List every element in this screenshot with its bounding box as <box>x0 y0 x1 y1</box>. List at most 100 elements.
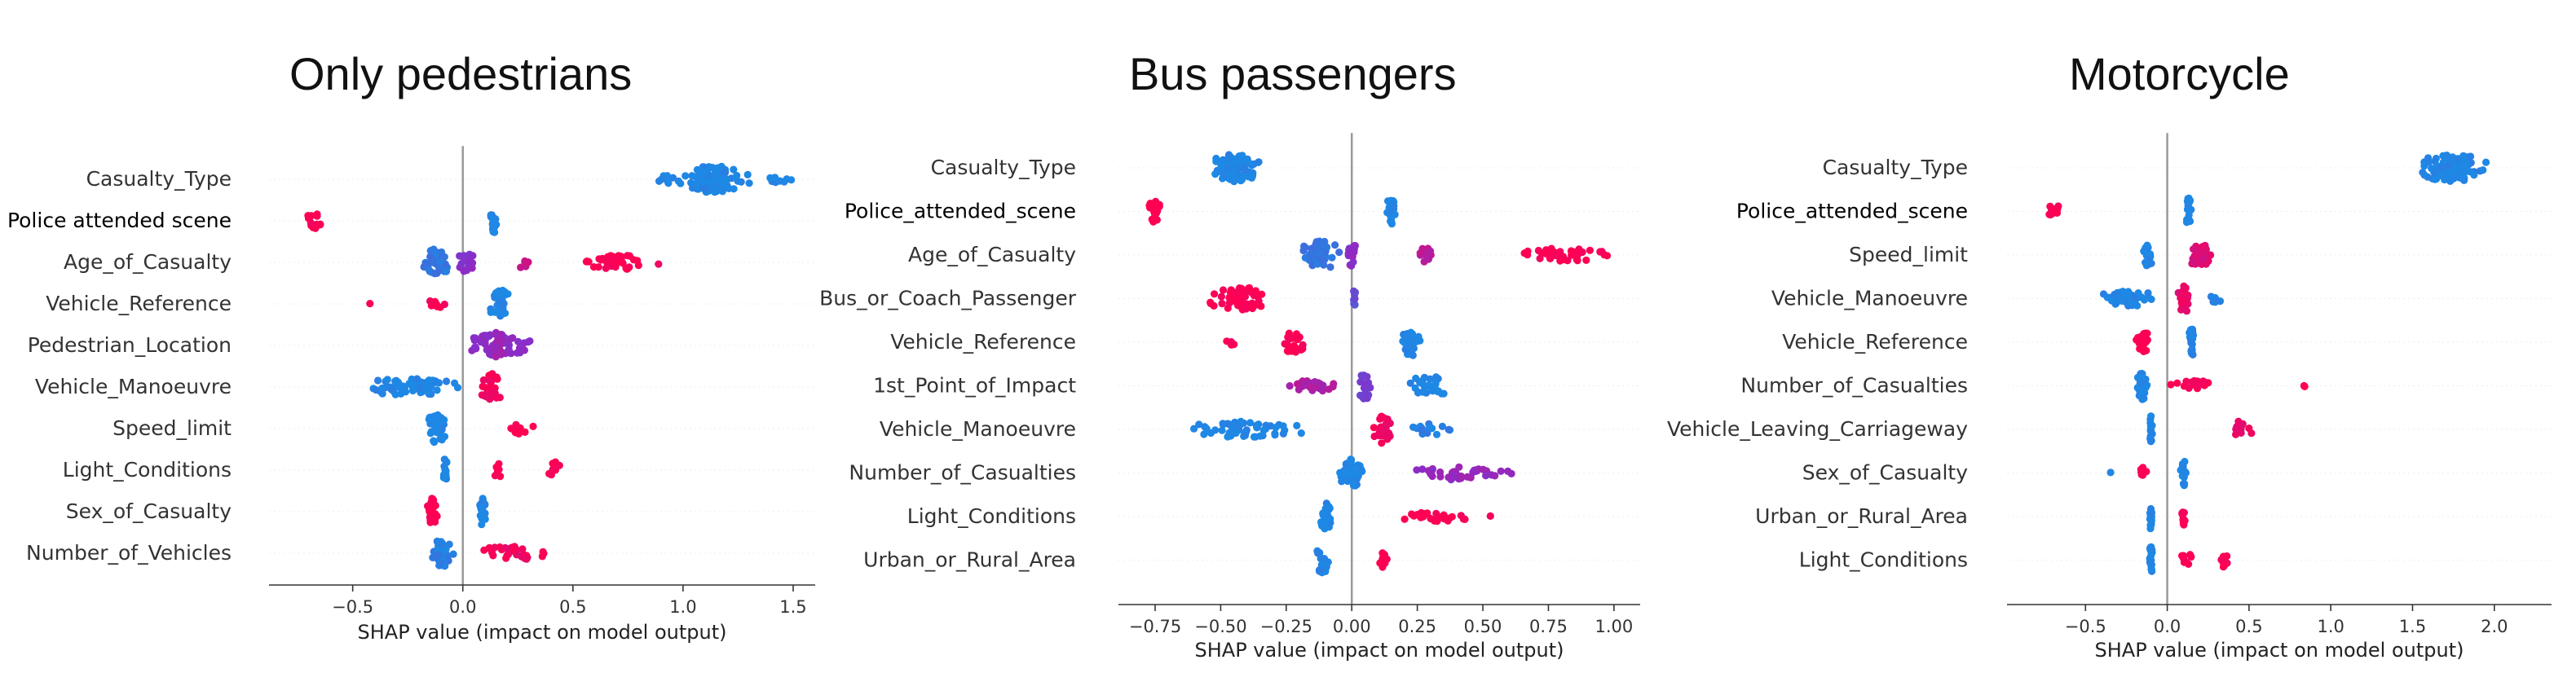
shap-point <box>435 257 443 266</box>
shap-point <box>1319 509 1327 517</box>
shap-point <box>2143 329 2151 337</box>
x-tick-label: 0.75 <box>1529 617 1568 636</box>
shap-point <box>657 175 666 183</box>
shap-point <box>2147 510 2155 518</box>
shap-point <box>1422 509 1430 518</box>
shap-point <box>1459 515 1467 523</box>
shap-point <box>1486 512 1494 521</box>
shap-point <box>1233 298 1241 306</box>
shap-point <box>2142 384 2150 392</box>
shap-point <box>2466 168 2474 176</box>
x-tick-label: −0.25 <box>1260 617 1312 636</box>
shap-point <box>1390 201 1398 209</box>
x-tick-label: 0.0 <box>2154 617 2181 636</box>
shap-point <box>2136 379 2144 387</box>
shap-point <box>2217 556 2225 564</box>
shap-point <box>479 504 487 512</box>
shap-point <box>1218 426 1226 434</box>
shap-point <box>1242 157 1251 165</box>
shap-point <box>394 378 403 386</box>
shap-point <box>1319 381 1327 389</box>
shap-point <box>1242 166 1250 174</box>
shap-point <box>1295 385 1303 394</box>
shap-point <box>445 540 453 548</box>
shap-point <box>1190 424 1198 433</box>
shap-point <box>442 267 451 275</box>
shap-point <box>2179 290 2187 298</box>
shap-point <box>1426 247 1435 255</box>
shap-point <box>482 332 491 340</box>
shap-point <box>366 300 374 308</box>
shap-point <box>498 310 507 318</box>
shap-point <box>1482 472 1490 480</box>
shap-point <box>1315 238 1323 247</box>
shap-point <box>1319 257 1327 265</box>
shap-point <box>1217 293 1225 301</box>
feature-dots <box>420 245 663 278</box>
feature-dots <box>2140 241 2215 270</box>
shap-point <box>1155 200 1163 209</box>
feature-label: Sex_of_Casualty <box>1802 461 1968 485</box>
shap-point <box>1438 422 1446 431</box>
shap-point <box>489 222 497 230</box>
shap-point <box>397 389 405 398</box>
shap-point <box>429 500 437 509</box>
shap-point <box>1244 173 1252 181</box>
shap-point <box>1272 424 1280 432</box>
shap-point <box>2146 504 2155 513</box>
shap-point <box>1246 419 1255 427</box>
feature-dots <box>2106 457 2190 490</box>
shap-point <box>2190 245 2198 253</box>
x-axis-title: SHAP value (impact on model output) <box>1195 639 1564 662</box>
shap-point <box>513 349 522 357</box>
shap-point <box>1299 341 1307 349</box>
shap-point <box>582 257 591 266</box>
panel-title: Bus passengers <box>1129 48 1457 99</box>
shap-point <box>306 214 314 222</box>
shap-point <box>1378 439 1386 447</box>
shap-point <box>440 300 449 309</box>
shap-point <box>549 465 557 474</box>
shap-point <box>1313 547 1321 555</box>
shap-point <box>433 546 442 554</box>
shap-point <box>1256 432 1264 440</box>
shap-point <box>1331 241 1339 249</box>
shap-point <box>431 377 439 385</box>
shap-point <box>1313 260 1321 268</box>
x-tick-label: −0.75 <box>1129 617 1181 636</box>
feature-dots <box>2045 194 2195 227</box>
shap-point <box>1297 429 1305 438</box>
shap-point <box>1575 245 1583 253</box>
shap-point <box>416 385 425 393</box>
shap-point <box>2107 297 2116 305</box>
shap-point <box>2106 468 2115 477</box>
shap-point <box>493 289 501 297</box>
feature-label: Number_of_Casualties <box>1740 374 1968 398</box>
shap-point <box>707 163 716 172</box>
shap-point <box>441 473 449 482</box>
shap-point <box>1598 248 1606 256</box>
shap-point <box>619 259 627 267</box>
shap-point <box>440 416 448 424</box>
shap-point <box>1219 286 1228 294</box>
shap-point <box>1323 243 1331 252</box>
shap-point <box>1330 380 1338 388</box>
shap-point <box>426 508 434 516</box>
shap-point <box>501 288 509 296</box>
x-tick-label: −0.5 <box>2065 617 2106 636</box>
shap-point <box>737 178 745 186</box>
shap-point <box>481 392 489 400</box>
feature-dots <box>468 328 534 361</box>
shap-point <box>2114 294 2122 302</box>
shap-point <box>1376 559 1384 567</box>
shap-point <box>469 252 477 260</box>
shap-point <box>625 252 634 260</box>
shap-point <box>1151 209 1160 218</box>
shap-point <box>1418 426 1426 434</box>
shap-point <box>1227 338 1235 346</box>
x-tick-label: −0.5 <box>332 597 373 617</box>
shap-point <box>1218 300 1226 308</box>
shap-point <box>1294 380 1302 388</box>
shap-point <box>460 252 468 260</box>
shap-point <box>1257 302 1265 310</box>
